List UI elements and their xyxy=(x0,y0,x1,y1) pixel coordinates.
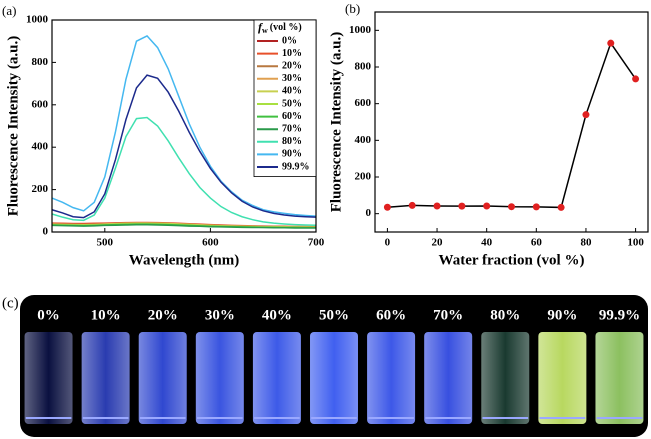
y-tick-label: 400 xyxy=(355,134,372,146)
legend-title-unit: (vol %) xyxy=(270,22,302,33)
vial-glass xyxy=(424,332,473,424)
x-tick-label: 100 xyxy=(627,237,644,249)
y-tick-label: 800 xyxy=(32,56,49,68)
vial-glass xyxy=(367,332,416,424)
marker xyxy=(433,202,441,210)
marker xyxy=(632,75,640,83)
x-tick-label: 500 xyxy=(97,237,114,249)
x-tick-label: 20 xyxy=(432,237,444,249)
legend-box xyxy=(253,19,317,178)
x-tick-label: 40 xyxy=(481,237,493,249)
y-tick-label: 0 xyxy=(366,207,372,219)
panel-label: (b) xyxy=(345,1,360,16)
x-tick-label: 60 xyxy=(531,237,543,249)
x-axis-label: Wavelength (nm) xyxy=(129,252,239,268)
panel-label: (c) xyxy=(2,295,19,311)
x-tick-label: 700 xyxy=(308,237,325,249)
x-axis-label: Water fraction (vol %) xyxy=(439,252,585,268)
vial-glass xyxy=(24,332,73,424)
marker xyxy=(582,111,590,119)
vial-glass xyxy=(252,332,301,424)
vial-glass xyxy=(538,332,587,424)
legend-label: 30% xyxy=(282,73,302,84)
legend-label: 60% xyxy=(282,111,302,122)
vial-label: 70% xyxy=(433,307,463,323)
vial-glass xyxy=(195,332,244,424)
y-tick-label: 1000 xyxy=(349,24,372,36)
y-tick-label: 800 xyxy=(355,61,372,73)
y-axis-label: Fluorescence Intensity (a.u.) xyxy=(328,32,344,213)
vial-label: 20% xyxy=(148,307,178,323)
marker xyxy=(532,203,540,211)
vial-label: 30% xyxy=(205,307,235,323)
vial-label: 50% xyxy=(319,307,349,323)
marker xyxy=(508,203,515,211)
y-tick-label: 600 xyxy=(355,97,372,109)
legend-label: 50% xyxy=(282,98,302,109)
vial-glass xyxy=(595,332,644,424)
y-tick-label: 600 xyxy=(32,98,49,110)
vial-label: 0% xyxy=(37,307,60,323)
y-tick-label: 200 xyxy=(355,171,372,183)
legend-title-symbol: f xyxy=(258,20,263,34)
vial-label: 10% xyxy=(91,307,121,323)
series-line xyxy=(51,224,316,229)
legend-label: 90% xyxy=(282,149,302,160)
legend-title: fw (vol %) xyxy=(258,20,302,35)
vial-label: 80% xyxy=(490,307,520,323)
legend-label: 0% xyxy=(282,35,297,46)
series-line xyxy=(51,34,317,217)
vial-glass xyxy=(138,332,187,424)
series-line xyxy=(387,41,637,209)
x-tick-label: 80 xyxy=(580,237,592,249)
y-tick-label: 1000 xyxy=(26,14,49,26)
vial-glass xyxy=(310,332,358,424)
series-line xyxy=(51,116,317,226)
legend-label: 20% xyxy=(282,60,302,71)
marker xyxy=(383,203,391,211)
vial-glass xyxy=(481,332,530,424)
plot-frame xyxy=(374,11,649,233)
vial-label: 60% xyxy=(376,307,406,323)
vial-label: 40% xyxy=(262,307,292,323)
legend-label: 99.9% xyxy=(282,161,310,172)
vial-label: 99.9% xyxy=(599,307,640,323)
marker xyxy=(483,202,491,210)
marker xyxy=(408,201,416,209)
legend-label: 40% xyxy=(282,86,302,97)
vial-label: 90% xyxy=(547,307,577,323)
marker xyxy=(607,39,615,47)
y-tick-label: 400 xyxy=(32,141,49,153)
x-tick-label: 600 xyxy=(202,237,219,249)
marker xyxy=(458,202,466,210)
legend-label: 10% xyxy=(282,48,302,59)
legend-label: 70% xyxy=(282,123,302,134)
series-line xyxy=(51,74,317,219)
vial-glass xyxy=(81,332,130,424)
x-tick-label: 0 xyxy=(385,237,391,249)
y-tick-label: 0 xyxy=(43,226,49,238)
legend-title-subscript: w xyxy=(262,26,268,35)
y-tick-label: 200 xyxy=(32,183,49,195)
panel-label: (a) xyxy=(2,3,16,18)
legend-label: 80% xyxy=(282,136,302,147)
y-axis-label: Fluorescence Intensity (a.u.) xyxy=(5,36,21,217)
marker xyxy=(557,203,565,211)
